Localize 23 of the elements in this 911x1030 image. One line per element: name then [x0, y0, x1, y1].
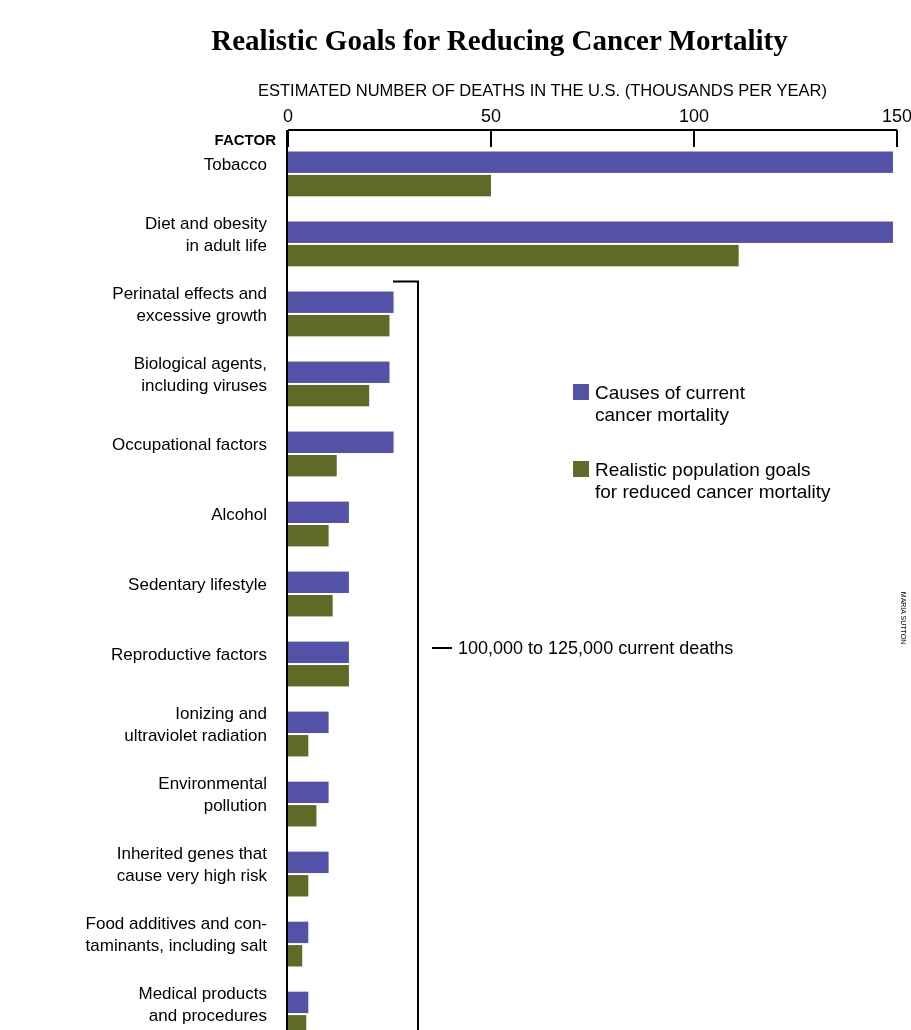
- chart-title: Realistic Goals for Reducing Cancer Mortality: [211, 24, 789, 56]
- y-tick-label: Inherited genes that cause very high risk: [116, 844, 268, 886]
- y-tick-label: Ionizing and ultraviolet radiation: [124, 704, 267, 746]
- y-tick-label: Alcohol: [211, 504, 267, 524]
- y-tick-label: Biological agents, including viruses: [133, 353, 267, 395]
- legend-label: Realistic population goals for reduced cancer mortality: [595, 459, 831, 502]
- y-tick-label: Medical products and procedures: [138, 984, 267, 1026]
- y-tick-label: Environmental pollution: [158, 774, 267, 816]
- y-tick-label: Sedentary lifestyle: [128, 575, 267, 594]
- legend-label: Causes of current cancer mortality: [595, 382, 746, 425]
- y-tick-label: Occupational factors: [112, 434, 267, 454]
- y-axis-title: FACTOR: [214, 131, 277, 148]
- x-tick-label: 0: [282, 106, 294, 126]
- y-tick-label: Tobacco: [203, 154, 267, 174]
- y-tick-label: Perinatal effects and excessive growth: [112, 283, 267, 325]
- x-axis-title: ESTIMATED NUMBER OF DEATHS IN THE U.S. (THOUSANDS PER YEAR): [257, 81, 828, 99]
- y-tick-label: Food additives and con- taminants, including salt: [85, 914, 268, 956]
- x-tick-label: 50: [480, 106, 502, 126]
- y-tick-label: Reproductive factors: [111, 645, 267, 665]
- annotation: 100,000 to 125,000 current deaths: [458, 638, 734, 659]
- x-tick-label: 150: [881, 106, 911, 126]
- x-tick-label: 100: [678, 106, 710, 126]
- y-tick-label: Diet and obesity in adult life: [145, 213, 268, 255]
